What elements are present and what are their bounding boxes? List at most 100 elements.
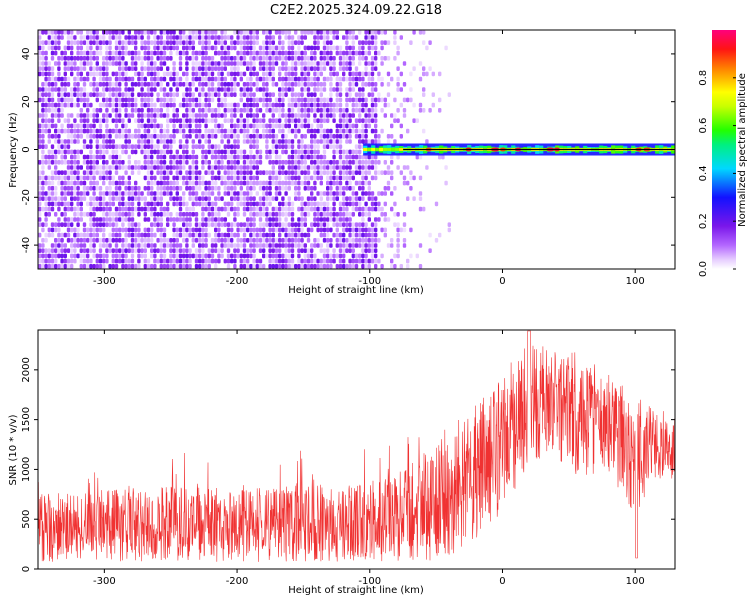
heatmap-cell (329, 87, 333, 92)
heatmap-cell (242, 45, 247, 51)
heatmap-cell (284, 264, 288, 269)
heatmap-cell (98, 201, 103, 207)
heatmap-cell (210, 30, 215, 35)
heatmap-cell (246, 118, 250, 123)
heatmap-cell (313, 56, 317, 61)
heatmap-cell (182, 40, 186, 45)
heatmap-cell (287, 165, 291, 170)
heatmap-cell (194, 212, 199, 217)
heatmap-cell (223, 201, 227, 207)
heatmap-cell (268, 149, 272, 155)
heatmap-cell (290, 243, 295, 248)
heatmap-cell (412, 66, 416, 71)
heatmap-cell (140, 71, 144, 77)
heatmap-cell (188, 40, 192, 45)
heatmap-cell (92, 232, 96, 238)
heatmap-cell (303, 113, 307, 118)
heatmap-cell (246, 35, 250, 40)
heatmap-cell (326, 186, 330, 191)
heatmap-cell (79, 253, 83, 259)
heatmap-cell (143, 160, 147, 165)
heatmap-cell (201, 232, 205, 238)
heatmap-cell (361, 128, 365, 134)
heatmap-cell (47, 108, 51, 113)
heatmap-cell (322, 144, 327, 149)
heatmap-cell (239, 35, 243, 40)
heatmap-cell (105, 206, 109, 212)
heatmap-cell (137, 243, 141, 248)
heatmap-cell (54, 212, 58, 217)
heatmap-cell (329, 206, 333, 212)
heatmap-cell (44, 206, 48, 212)
heatmap-cell (214, 128, 218, 134)
heatmap-cell (265, 139, 269, 144)
heatmap-cell (134, 206, 138, 212)
heatmap-cell (82, 61, 87, 66)
heatmap-cell (335, 217, 339, 222)
heatmap-cell (281, 50, 285, 56)
heatmap-cell (191, 108, 195, 113)
heatmap-cell (153, 232, 157, 238)
heatmap-cell (281, 170, 285, 175)
heatmap-cell (230, 201, 234, 207)
heatmap-cell (124, 97, 128, 103)
heatmap-cell (198, 82, 202, 87)
heatmap-cell (204, 92, 208, 97)
heatmap-cell (156, 222, 160, 227)
heatmap-cell (258, 154, 263, 160)
heatmap-cell (281, 76, 285, 82)
heatmap-cell (137, 248, 141, 253)
heatmap-cell (210, 71, 215, 77)
heatmap-cell (409, 170, 413, 175)
heatmap-cell (217, 186, 221, 191)
heatmap-cell (146, 118, 151, 123)
heatmap-cell (393, 56, 397, 61)
heatmap-cell (98, 248, 103, 253)
heatmap-cell (370, 45, 375, 51)
heatmap-cell (124, 165, 128, 170)
heatmap-cell (114, 180, 119, 186)
heatmap-cell (162, 206, 167, 212)
heatmap-cell (335, 264, 339, 269)
heatmap-cell (342, 191, 346, 196)
heatmap-cell (70, 201, 74, 207)
heatmap-cell (258, 264, 263, 269)
heatmap-cell (370, 175, 375, 181)
heatmap-cell (290, 128, 295, 134)
heatmap-cell (89, 35, 93, 40)
heatmap-cell (326, 180, 330, 186)
heatmap-cell (178, 212, 183, 217)
heatmap-cell (66, 170, 71, 175)
heatmap-cell (367, 71, 371, 77)
heatmap-cell (210, 243, 215, 248)
heatmap-cell (111, 82, 115, 87)
heatmap-cell (44, 175, 48, 181)
heatmap-cell (108, 40, 112, 45)
heatmap-cell (114, 186, 119, 191)
heatmap-cell (86, 56, 90, 61)
heatmap-cell (249, 40, 253, 45)
heatmap-cell (278, 186, 282, 191)
heatmap-cell (102, 206, 106, 212)
heatmap-cell (191, 243, 195, 248)
heatmap-cell (178, 227, 183, 233)
heatmap-cell (182, 258, 186, 264)
heatmap-cell (57, 118, 61, 123)
heatmap-cell (82, 66, 87, 71)
heatmap-cell (310, 175, 314, 181)
heatmap-cell (89, 258, 93, 264)
heatmap-cell (140, 248, 144, 253)
heatmap-cell (310, 222, 314, 227)
heatmap-cell (252, 118, 256, 123)
heatmap-cell (172, 128, 176, 134)
heatmap-cell (306, 71, 311, 77)
heatmap-cell (194, 61, 199, 66)
heatmap-cell (166, 264, 170, 269)
heatmap-cell (361, 154, 365, 160)
heatmap-cell (303, 160, 307, 165)
heatmap-cell (374, 238, 378, 243)
heatmap-cell (204, 108, 208, 113)
heatmap-cell (111, 222, 115, 227)
